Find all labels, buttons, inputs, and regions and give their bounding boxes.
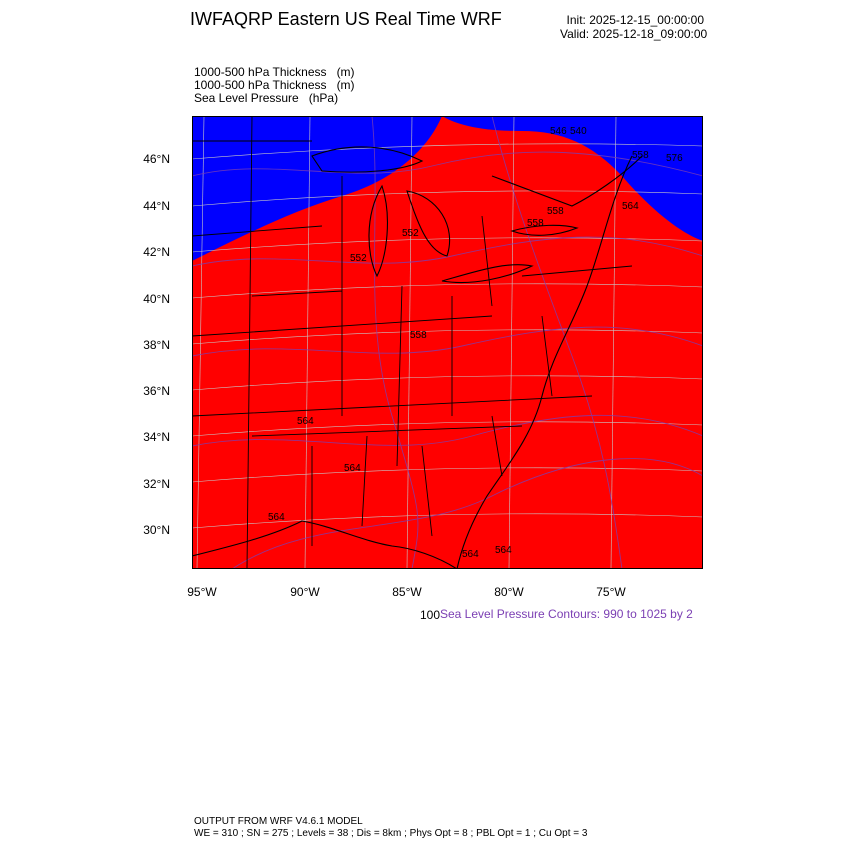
lon-tick: 75°W xyxy=(596,585,626,599)
contour-label: 558 xyxy=(547,206,564,217)
lake-michigan xyxy=(368,184,388,278)
init-time: Init: 2025-12-15_00:00:00 xyxy=(566,13,704,27)
lon-tick: 90°W xyxy=(290,585,320,599)
lat-tick: 36°N xyxy=(143,384,170,398)
map-frame xyxy=(192,116,703,569)
field-label-slp: Sea Level Pressure (hPa) xyxy=(194,91,339,105)
contour-label: 576 xyxy=(666,153,683,164)
slp-legend-text: Sea Level Pressure Contours: 990 to 1025… xyxy=(440,607,693,621)
contour-label: 558 xyxy=(527,218,544,229)
lake-ontario xyxy=(510,224,579,236)
cold-thickness-area-top xyxy=(442,116,522,131)
valid-time: Valid: 2025-12-18_09:00:00 xyxy=(560,27,708,41)
slp-legend-prefix: 100 xyxy=(420,608,441,622)
lat-tick: 30°N xyxy=(143,523,170,537)
lake-superior xyxy=(311,146,424,173)
contour-label: 564 xyxy=(268,512,285,523)
lat-tick: 44°N xyxy=(143,199,170,213)
model-info-title: OUTPUT FROM WRF V4.6.1 MODEL xyxy=(194,816,363,827)
contour-label: 564 xyxy=(344,463,361,474)
gulf-coast xyxy=(192,520,458,569)
contour-label: 564 xyxy=(462,549,479,560)
cold-thickness-area-west xyxy=(192,116,442,261)
contour-label: 564 xyxy=(622,201,639,212)
contour-label: 564 xyxy=(297,416,314,427)
contour-label: 558 xyxy=(410,330,427,341)
contour-label: 558 xyxy=(632,150,649,161)
lon-tick: 95°W xyxy=(187,585,217,599)
lake-erie xyxy=(441,264,534,284)
lat-tick: 42°N xyxy=(143,245,170,259)
slp-contours xyxy=(192,116,703,569)
lat-tick: 46°N xyxy=(143,152,170,166)
field-label-thickness-1: 1000-500 hPa Thickness (m) xyxy=(194,65,355,79)
lat-tick: 32°N xyxy=(143,477,170,491)
contour-label: 552 xyxy=(350,253,367,264)
lon-tick: 85°W xyxy=(392,585,422,599)
state-lines xyxy=(192,116,633,569)
contour-label: 540 xyxy=(570,126,587,137)
lat-tick: 40°N xyxy=(143,292,170,306)
lat-tick: 38°N xyxy=(143,338,170,352)
contour-label: 552 xyxy=(402,228,419,239)
contour-label: 546 xyxy=(550,126,567,137)
field-label-thickness-2: 1000-500 hPa Thickness (m) xyxy=(194,78,355,92)
map-title: IWFAQRP Eastern US Real Time WRF xyxy=(190,9,502,29)
model-info-details: WE = 310 ; SN = 275 ; Levels = 38 ; Dis … xyxy=(194,828,588,839)
contour-label: 564 xyxy=(495,545,512,556)
east-coast xyxy=(456,155,633,569)
contour-labels: 546 540 552 552 558 564 564 558 558 564 … xyxy=(268,126,683,560)
lat-tick: 34°N xyxy=(143,430,170,444)
lake-huron xyxy=(406,190,451,257)
cold-thickness-area-northeast xyxy=(522,116,703,241)
map-borders xyxy=(192,116,643,569)
lon-tick: 80°W xyxy=(494,585,524,599)
weather-map: 546 540 552 552 558 564 564 558 558 564 … xyxy=(192,116,703,569)
